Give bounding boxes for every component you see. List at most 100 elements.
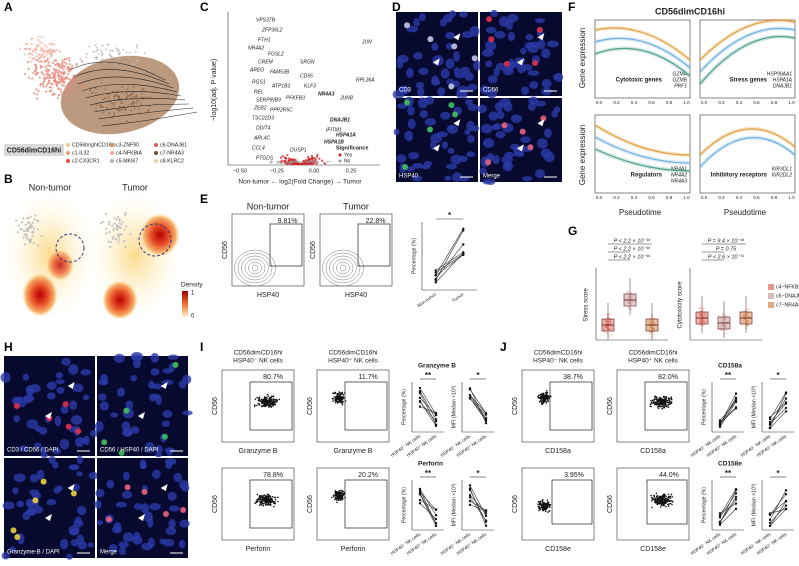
dot <box>55 70 58 74</box>
dot <box>101 106 104 109</box>
stained-cell <box>32 497 39 504</box>
nucleus <box>48 455 56 464</box>
dot <box>133 107 136 110</box>
dot <box>127 104 130 107</box>
dot <box>315 160 318 163</box>
dot <box>99 222 103 225</box>
nucleus <box>152 469 161 479</box>
nucleus <box>55 371 64 379</box>
nucleus <box>459 11 468 18</box>
dot <box>334 392 336 395</box>
dot <box>57 88 60 91</box>
dot <box>127 57 130 60</box>
dot <box>23 243 27 246</box>
dot <box>260 496 262 499</box>
paired-line <box>769 500 787 516</box>
dot <box>110 56 113 59</box>
dot <box>108 96 110 99</box>
paired-point <box>784 406 788 410</box>
dot <box>48 73 51 77</box>
nucleus <box>418 67 429 75</box>
dot <box>269 501 272 504</box>
p-value: P < 2.2 × 10⁻¹⁶ <box>614 245 651 252</box>
dot <box>120 233 123 236</box>
nucleus <box>528 41 541 48</box>
significance: * <box>776 469 780 478</box>
dot <box>104 96 107 99</box>
dot <box>115 47 118 50</box>
dot <box>548 510 551 512</box>
paired-line <box>469 389 487 414</box>
dot <box>59 88 62 91</box>
dot <box>124 212 127 215</box>
x-tick-label: 0.6 <box>753 100 760 105</box>
dot <box>39 64 42 68</box>
nucleus <box>46 381 57 390</box>
dot <box>547 511 549 513</box>
dot <box>56 81 60 84</box>
dot <box>661 405 664 408</box>
dot <box>134 95 137 98</box>
plot-frame <box>616 467 690 541</box>
cluster-shape <box>60 55 180 135</box>
dot <box>101 44 104 47</box>
significance: ** <box>725 469 732 478</box>
nucleus <box>118 546 126 556</box>
dot <box>95 46 98 49</box>
stained-cell <box>14 533 21 540</box>
dot <box>285 161 288 164</box>
nucleus <box>139 462 147 470</box>
dot <box>266 504 269 506</box>
nucleus <box>456 89 468 100</box>
nucleus <box>162 368 173 374</box>
nucleus <box>407 118 416 130</box>
dot <box>671 496 674 498</box>
dot <box>31 53 34 57</box>
axis-label: Percentage (%) <box>411 238 417 274</box>
dot <box>67 69 70 72</box>
dot <box>46 57 49 61</box>
dot <box>38 60 41 64</box>
dot <box>263 396 266 398</box>
dot <box>58 74 61 77</box>
dot <box>664 401 666 404</box>
dot <box>650 494 652 497</box>
dot <box>343 493 345 496</box>
dot <box>269 496 272 498</box>
gene-label: FAM53B <box>270 69 290 75</box>
gene-point <box>284 157 287 160</box>
nucleus <box>477 104 487 114</box>
dot <box>101 111 104 114</box>
dot <box>659 506 662 508</box>
gate-percentage: 20.2% <box>358 472 378 479</box>
dot <box>540 395 543 398</box>
dot <box>68 63 71 66</box>
paired-line <box>719 508 737 525</box>
paired-point <box>784 489 788 492</box>
x-tick-label: 0.6 <box>648 195 655 200</box>
x-tick-label: 0.4 <box>736 195 743 200</box>
x-tick-label: HSP40⁺ NK cells <box>456 531 488 556</box>
dot <box>260 504 263 506</box>
dot <box>343 397 345 399</box>
nucleus <box>164 458 177 465</box>
dot <box>339 398 342 400</box>
dot <box>54 63 57 67</box>
dot <box>539 393 542 396</box>
dot <box>746 308 748 311</box>
dot <box>297 161 300 163</box>
nucleus <box>154 452 163 458</box>
nucleus <box>516 62 526 74</box>
stained-cell <box>519 128 526 135</box>
dot <box>114 94 116 97</box>
nucleus <box>16 500 25 508</box>
dot <box>278 398 281 401</box>
nucleus <box>552 74 560 81</box>
paired-line <box>419 392 437 425</box>
paired-point <box>734 407 738 410</box>
paired-point <box>434 514 438 517</box>
dot <box>111 102 113 105</box>
stained-cell <box>486 16 493 23</box>
nucleus <box>535 18 546 24</box>
dot <box>268 405 271 408</box>
